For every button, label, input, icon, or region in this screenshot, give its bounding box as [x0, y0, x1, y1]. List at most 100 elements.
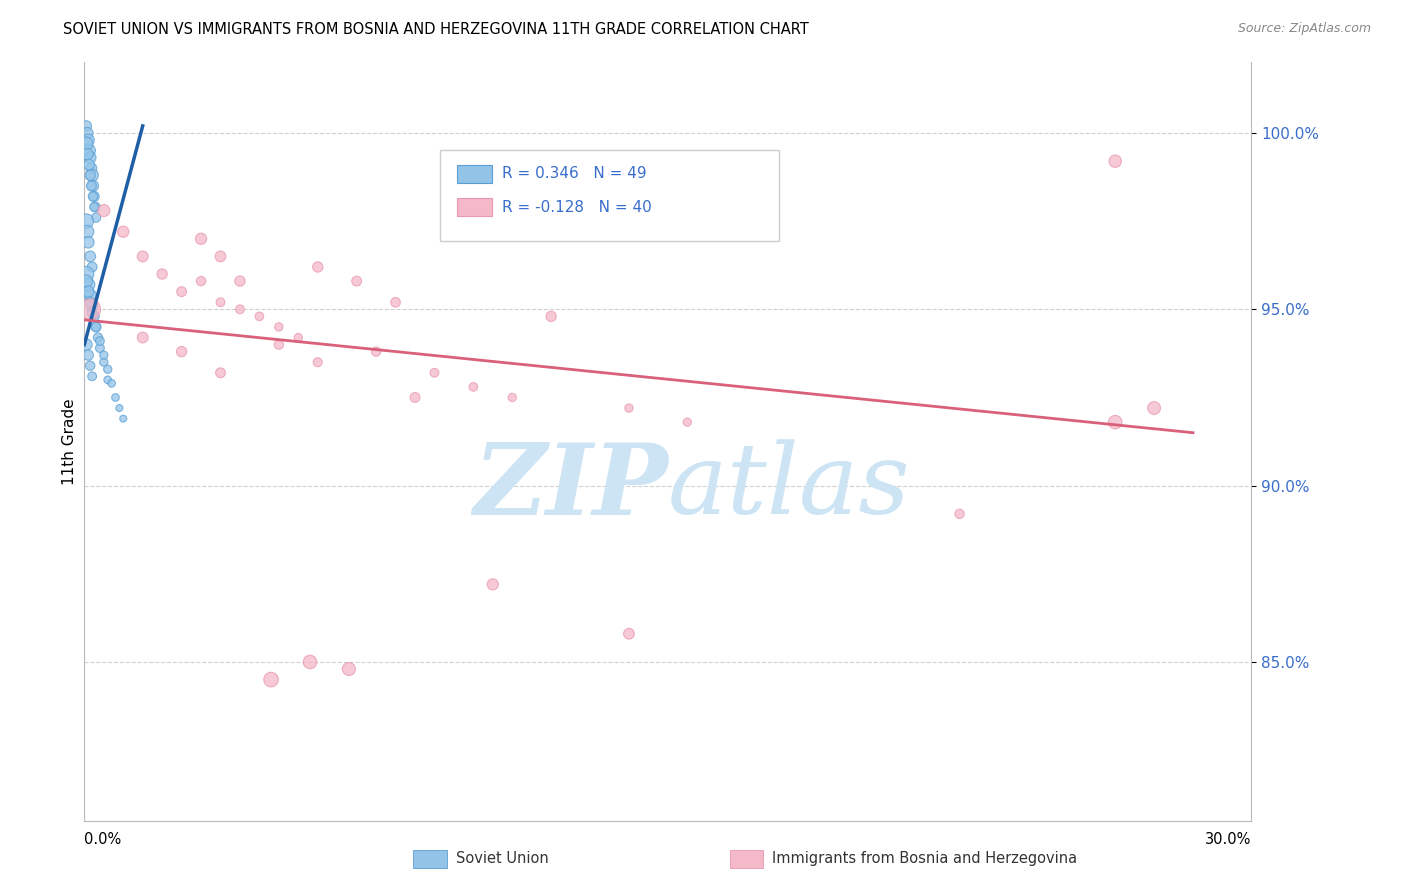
Point	[79, 249, 101, 263]
FancyBboxPatch shape	[457, 198, 492, 217]
Point	[80, 178, 103, 193]
Point	[132, 249, 155, 263]
Point	[76, 126, 98, 140]
Point	[87, 330, 110, 344]
Point	[423, 366, 446, 380]
Y-axis label: 11th Grade: 11th Grade	[62, 398, 77, 485]
Point	[75, 274, 97, 288]
Point	[79, 295, 101, 310]
Point	[75, 136, 97, 151]
Point	[150, 267, 173, 281]
Text: Immigrants from Bosnia and Herzegovina: Immigrants from Bosnia and Herzegovina	[772, 852, 1077, 866]
Point	[75, 119, 97, 133]
Point	[79, 151, 101, 165]
Point	[209, 366, 232, 380]
Point	[404, 391, 426, 405]
Text: ZIP: ZIP	[472, 439, 668, 535]
Point	[112, 411, 135, 425]
Point	[77, 144, 100, 158]
Point	[384, 295, 406, 310]
Point	[77, 277, 100, 292]
Point	[307, 355, 329, 369]
Point	[298, 655, 321, 669]
Point	[287, 330, 309, 344]
Point	[1143, 401, 1166, 415]
Point	[77, 133, 100, 147]
Point	[75, 214, 97, 228]
Point	[80, 161, 103, 176]
Point	[104, 391, 127, 405]
Point	[346, 274, 368, 288]
Point	[190, 232, 212, 246]
Point	[82, 369, 104, 384]
Point	[1104, 154, 1126, 169]
Point	[229, 302, 252, 317]
Text: 0.0%: 0.0%	[84, 831, 121, 847]
Text: atlas: atlas	[668, 440, 911, 534]
Point	[93, 348, 115, 362]
Point	[82, 299, 104, 313]
Point	[949, 507, 972, 521]
Point	[617, 401, 640, 415]
Point	[267, 337, 290, 351]
Point	[79, 302, 101, 317]
Point	[366, 344, 388, 359]
Text: R = 0.346   N = 49: R = 0.346 N = 49	[502, 167, 647, 181]
Text: R = -0.128   N = 40: R = -0.128 N = 40	[502, 200, 652, 215]
Point	[132, 330, 155, 344]
Point	[79, 359, 101, 373]
Point	[337, 662, 360, 676]
Point	[79, 169, 101, 183]
Point	[76, 147, 98, 161]
Point	[77, 285, 100, 299]
FancyBboxPatch shape	[440, 150, 779, 241]
Point	[1104, 415, 1126, 429]
Point	[97, 373, 120, 387]
Point	[82, 306, 104, 320]
Point	[93, 203, 115, 218]
Point	[75, 337, 97, 351]
Point	[83, 310, 105, 324]
Point	[112, 225, 135, 239]
Point	[82, 189, 104, 203]
Text: 30.0%: 30.0%	[1205, 831, 1251, 847]
Point	[676, 415, 699, 429]
Point	[249, 310, 271, 324]
Point	[82, 169, 104, 183]
Text: Source: ZipAtlas.com: Source: ZipAtlas.com	[1237, 22, 1371, 36]
Point	[617, 626, 640, 640]
Point	[84, 200, 107, 214]
Point	[76, 225, 98, 239]
Point	[170, 285, 193, 299]
Point	[84, 211, 107, 225]
Point	[463, 380, 485, 394]
Point	[82, 178, 104, 193]
Point	[501, 391, 523, 405]
Point	[108, 401, 131, 415]
Point	[89, 341, 111, 355]
Point	[83, 200, 105, 214]
Point	[209, 249, 232, 263]
Point	[260, 673, 283, 687]
Point	[209, 295, 232, 310]
Point	[229, 274, 252, 288]
Text: SOVIET UNION VS IMMIGRANTS FROM BOSNIA AND HERZEGOVINA 11TH GRADE CORRELATION CH: SOVIET UNION VS IMMIGRANTS FROM BOSNIA A…	[63, 22, 808, 37]
Point	[77, 235, 100, 250]
Point	[84, 320, 107, 334]
Point	[307, 260, 329, 274]
Point	[97, 362, 120, 376]
Point	[83, 189, 105, 203]
Point	[267, 320, 290, 334]
Point	[481, 577, 505, 591]
Point	[77, 158, 100, 172]
Point	[93, 355, 115, 369]
Point	[540, 310, 562, 324]
Point	[84, 320, 107, 334]
Point	[79, 288, 101, 302]
FancyBboxPatch shape	[457, 165, 492, 183]
Point	[75, 267, 97, 281]
Point	[100, 376, 122, 391]
Point	[89, 334, 111, 348]
Point	[82, 260, 104, 274]
Point	[170, 344, 193, 359]
